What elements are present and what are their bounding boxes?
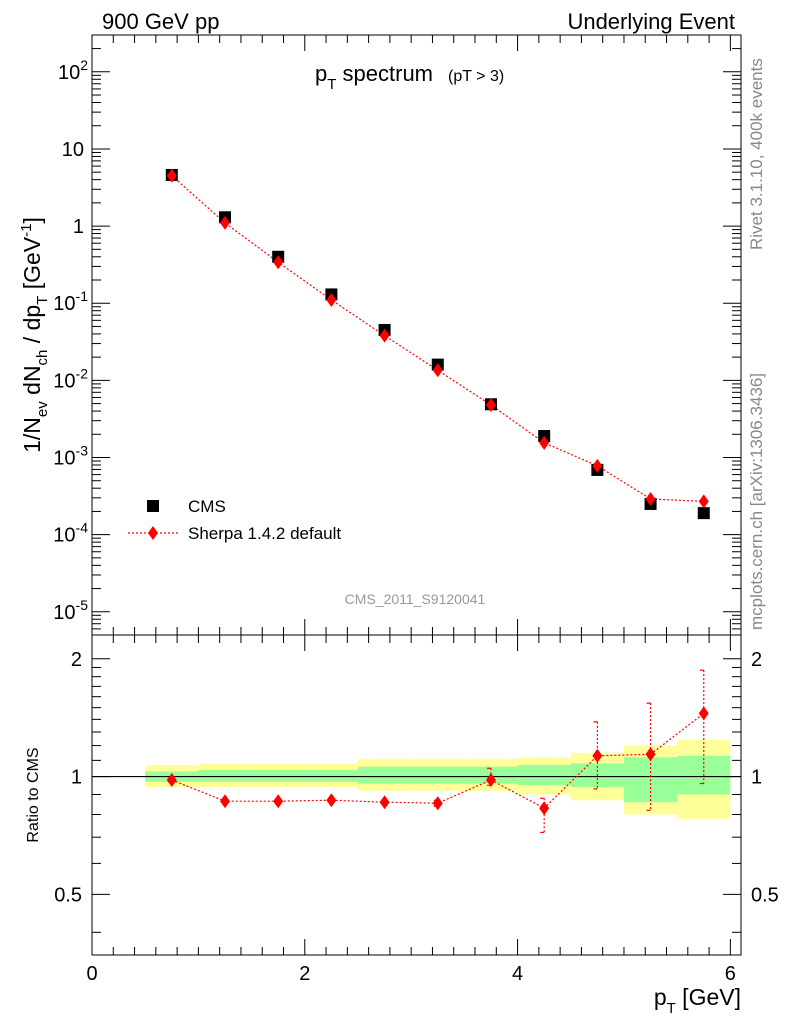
lower-frame [91, 634, 742, 956]
sherpa-point [379, 328, 390, 343]
upper-ytick-label: 102 [58, 57, 88, 84]
ratio-point [698, 706, 709, 721]
ratio-band-green [198, 769, 252, 782]
xtick-label: 2 [299, 963, 310, 985]
ratio-point [592, 748, 603, 763]
upper-ylabel: 1/Nev dNch / dpT [GeV-1] [18, 217, 51, 453]
legend-sherpa-marker [148, 526, 158, 540]
chart-title: pT spectrum [315, 61, 433, 93]
upper-ytick-label: 10-1 [53, 288, 88, 315]
sherpa-line [171, 175, 704, 502]
x-axis-label-sub: T [667, 1000, 676, 1017]
ratio-point [432, 796, 443, 811]
ratio-band-green [411, 766, 465, 784]
xtick-label: 0 [86, 963, 97, 985]
x-axis-label: pT [GeV] [654, 984, 741, 1017]
lower-ytick-label-left: 2 [71, 649, 82, 671]
sherpa-point [326, 293, 337, 308]
upper-panel: 10-5 10-4 10-3 10-2 10-1 1 10 102 pT spectrum (… [18, 34, 742, 636]
sherpa-point [273, 255, 284, 270]
sherpa-point [645, 491, 656, 506]
ratio-point [539, 801, 550, 816]
ratio-line [171, 712, 705, 809]
xtick-label: 4 [512, 963, 523, 985]
lower-ytick-label-left: 0.5 [54, 884, 82, 906]
lower-ylabel: Ratio to CMS [25, 747, 42, 842]
chart-title-cut: (pT > 3) [448, 68, 504, 85]
lower-ticks: 0.5 0.5 1 1 2 2 0 2 4 6 [54, 635, 779, 985]
ratio-point [645, 747, 656, 762]
header-left: 900 GeV pp [102, 9, 219, 34]
header-right: Underlying Event [567, 9, 735, 34]
chart-title-p: p [315, 61, 327, 86]
upper-ylabel-text: 1/Nev dNch / dpT [GeV-1] [18, 217, 51, 453]
lower-panel: 0.5 0.5 1 1 2 2 0 2 4 6 Ratio to CMS pT [GeV] [25, 634, 779, 1017]
legend-sherpa-label: Sherpa 1.4.2 default [188, 524, 341, 543]
ratio-band-green [304, 769, 358, 782]
upper-ytick-label: 1 [73, 216, 84, 238]
sherpa-point [432, 363, 443, 378]
ratio-point [326, 793, 337, 808]
sherpa-point [166, 168, 177, 183]
lower-ytick-label-right: 1 [751, 767, 762, 789]
upper-ytick-label: 10 [62, 139, 84, 161]
sherpa-point [539, 435, 550, 450]
side-rivet-label: Rivet 3.1.10, 400k events [747, 58, 766, 250]
chart-title-rest: spectrum [336, 61, 433, 86]
ratio-band-green [517, 765, 571, 786]
x-axis-label-unit: [GeV] [676, 984, 741, 1010]
upper-ticks: 10-5 10-4 10-3 10-2 10-1 1 10 102 [53, 34, 741, 636]
sherpa-point [219, 215, 230, 230]
lower-ytick-label-right: 2 [751, 649, 762, 671]
lower-ytick-label-left: 1 [71, 767, 82, 789]
legend: CMS Sherpa 1.4.2 default [128, 497, 341, 543]
upper-ytick-label: 10-4 [53, 520, 88, 547]
lower-ytick-label-right: 0.5 [751, 884, 779, 906]
analysis-id: CMS_2011_S9120041 [345, 591, 486, 607]
upper-ytick-label: 10-5 [53, 597, 88, 624]
cms-point [697, 507, 710, 520]
upper-ytick-label: 10-3 [53, 443, 88, 470]
ratio-point [219, 794, 230, 809]
legend-cms-label: CMS [188, 497, 226, 516]
upper-data [165, 168, 710, 520]
ratio-band-green [251, 769, 305, 782]
sherpa-point [698, 494, 709, 509]
side-mcplots-label: mcplots.cern.ch [arXiv:1306.3436] [747, 373, 766, 630]
sherpa-point [485, 397, 496, 412]
xtick-label: 6 [725, 963, 736, 985]
ratio-band-green [357, 766, 412, 784]
sherpa-point [592, 458, 603, 473]
legend-cms-marker [147, 500, 159, 512]
upper-frame [91, 34, 742, 636]
ratio-data [166, 669, 709, 834]
ratio-point [485, 772, 496, 787]
ratio-point [273, 794, 284, 809]
chart-title-sub: T [327, 76, 336, 93]
upper-ytick-label: 10-2 [53, 365, 88, 392]
ratio-point [166, 772, 177, 787]
ratio-point [379, 795, 390, 810]
